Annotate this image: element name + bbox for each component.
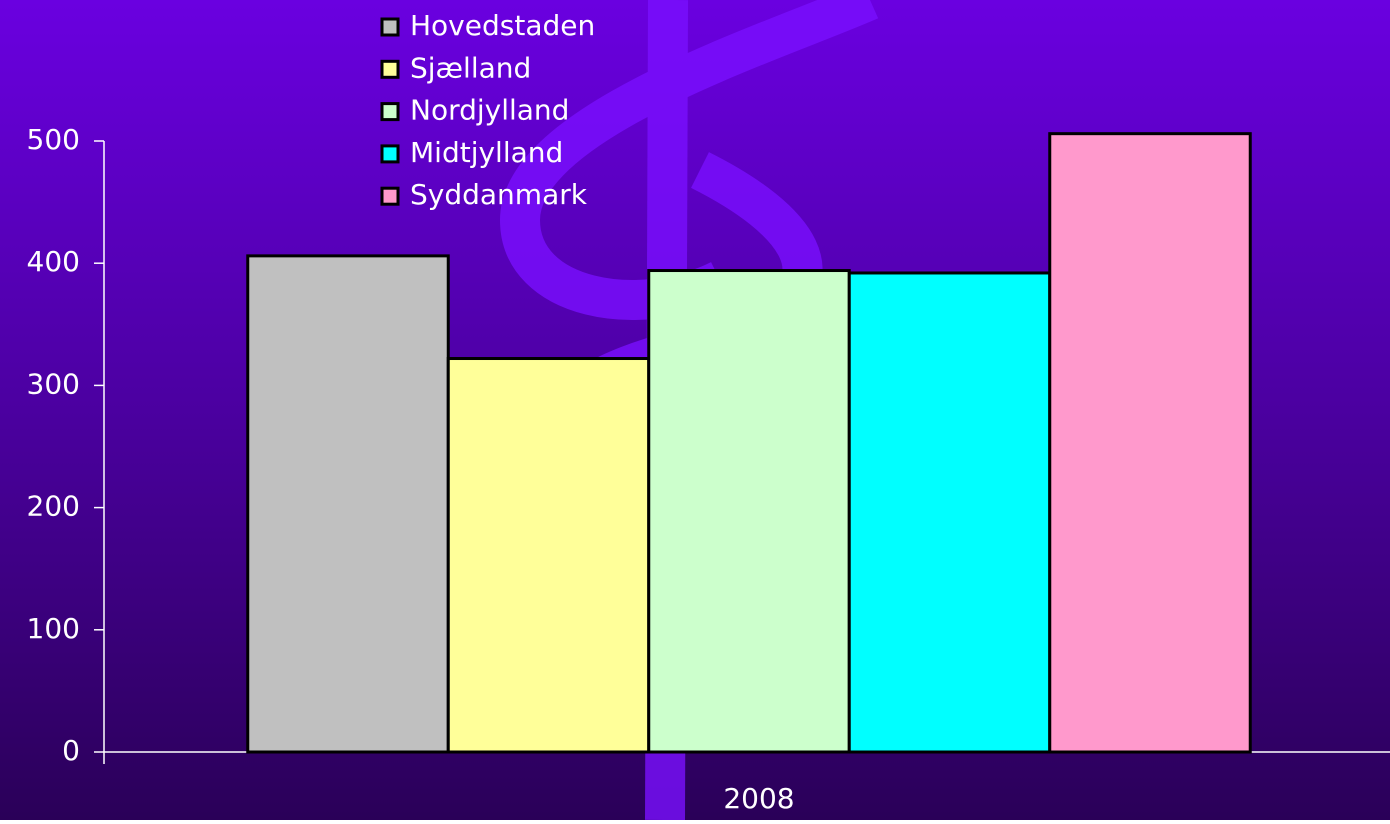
legend-swatch bbox=[380, 17, 400, 37]
y-tick-label: 200 bbox=[27, 490, 80, 523]
legend-label: Midtjylland bbox=[410, 136, 563, 169]
y-tick-label: 400 bbox=[27, 245, 80, 278]
y-tick-label: 100 bbox=[27, 612, 80, 645]
legend-label: Nordjylland bbox=[410, 94, 569, 127]
legend-label: Sjælland bbox=[410, 51, 531, 84]
legend-swatch bbox=[380, 144, 400, 164]
y-tick-label: 0 bbox=[62, 734, 80, 767]
legend-swatch bbox=[380, 59, 400, 79]
y-tick-label: 300 bbox=[27, 367, 80, 400]
legend-swatch bbox=[380, 186, 400, 206]
bar bbox=[246, 254, 450, 754]
y-tick-label: 500 bbox=[27, 123, 80, 156]
bar bbox=[446, 357, 651, 754]
x-tick-label: 2008 bbox=[723, 782, 794, 815]
legend-label: Syddanmark bbox=[410, 178, 588, 211]
legend-label: Hovedstaden bbox=[410, 9, 595, 42]
legend-swatch bbox=[380, 102, 400, 122]
bar bbox=[847, 271, 1052, 754]
bar bbox=[647, 269, 851, 754]
bar bbox=[1048, 132, 1252, 754]
